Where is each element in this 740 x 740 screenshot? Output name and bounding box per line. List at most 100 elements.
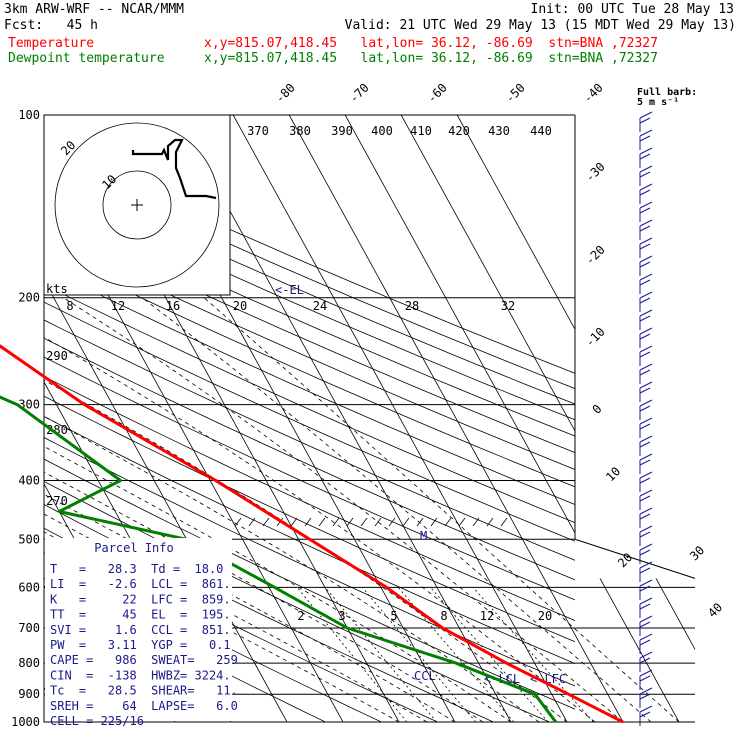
dry-adiabat-line bbox=[44, 202, 575, 437]
dry-adiabat-line bbox=[44, 157, 575, 389]
wind-barb bbox=[639, 405, 651, 412]
wind-barb bbox=[639, 651, 653, 659]
dry-adiabat-line bbox=[44, 250, 575, 488]
wind-barb bbox=[639, 477, 651, 484]
dry-adiabat-line bbox=[44, 267, 575, 505]
wind-barb bbox=[639, 531, 651, 538]
parcel-info-row: CIN = -138 HWBZ= 3224. bbox=[50, 668, 231, 682]
wind-barb bbox=[639, 633, 653, 641]
el-annotation: <-EL bbox=[275, 283, 304, 297]
mixing-ratio-label: 3 bbox=[338, 609, 345, 623]
parcel-info-title: Parcel Info bbox=[94, 541, 173, 555]
level-tick bbox=[486, 517, 494, 527]
dry-adiabat-line bbox=[44, 577, 327, 722]
lcl-annotation: <-LCL bbox=[484, 672, 520, 686]
parcel-info-background bbox=[45, 538, 232, 721]
temperature-profile bbox=[0, 344, 624, 724]
level-tick bbox=[248, 517, 256, 527]
wind-barb bbox=[639, 189, 651, 196]
level-tick bbox=[262, 517, 270, 527]
profiles bbox=[0, 344, 624, 724]
wind-barb bbox=[639, 117, 651, 124]
temperature-axis-label: -40 bbox=[581, 81, 606, 106]
theta-e-label: 400 bbox=[371, 124, 393, 138]
plot-frame bbox=[43, 115, 695, 723]
wind-barb bbox=[639, 399, 653, 407]
ccl-annotation: CCL bbox=[414, 669, 436, 683]
mixing-ratio-line bbox=[397, 587, 515, 722]
wind-barb bbox=[639, 279, 651, 286]
level-tick bbox=[458, 517, 466, 527]
hodograph-trace bbox=[131, 138, 217, 200]
mixing-ratio-line bbox=[361, 587, 477, 722]
isotherm-line bbox=[456, 115, 695, 722]
theta-e-label: 410 bbox=[410, 124, 432, 138]
pressure-label: 400 bbox=[18, 473, 40, 487]
theta-e-label: 390 bbox=[331, 124, 353, 138]
pressure-label: 100 bbox=[18, 108, 40, 122]
wind-barb bbox=[639, 135, 651, 142]
isotherm-line bbox=[400, 115, 695, 722]
wind-barb bbox=[639, 615, 653, 623]
pressure-label: 1000 bbox=[11, 715, 40, 729]
wind-barb bbox=[639, 435, 653, 443]
mixing-ratio-label: 12 bbox=[480, 609, 494, 623]
wind-barb bbox=[639, 255, 653, 263]
temperature-axis-label: 10 bbox=[603, 464, 623, 484]
wind-barb bbox=[639, 495, 651, 502]
lfc-annotation: <-LFC bbox=[530, 672, 566, 686]
dry-adiabat-line bbox=[44, 187, 575, 421]
level-tick bbox=[318, 517, 326, 527]
m-annotation: M bbox=[420, 529, 427, 543]
isotherm-line bbox=[44, 115, 295, 722]
hodograph-ring bbox=[54, 122, 220, 288]
wind-barb bbox=[639, 711, 651, 718]
valid-time: Valid: 21 UTC Wed 29 May 13 (15 MDT Wed … bbox=[344, 18, 736, 33]
wind-barb bbox=[639, 129, 653, 137]
level-tick bbox=[234, 517, 242, 527]
dry-adiabat-line bbox=[44, 218, 575, 453]
level-tick bbox=[360, 517, 368, 527]
wind-barb bbox=[639, 147, 653, 155]
hodograph-speed-label: 16 bbox=[166, 299, 180, 313]
wind-barb bbox=[639, 291, 653, 299]
wind-barb bbox=[639, 273, 653, 281]
dewpoint-legend-info: x,y=815.07,418.45 lat,lon= 36.12, -86.69… bbox=[204, 51, 658, 66]
temperature-axis-label: -20 bbox=[583, 243, 608, 268]
wind-barb bbox=[639, 675, 651, 682]
theta-e-label: 370 bbox=[247, 124, 269, 138]
hodograph-speed-label: 8 bbox=[66, 299, 73, 313]
theta-e-label: 430 bbox=[488, 124, 510, 138]
wind-barb bbox=[639, 153, 651, 160]
wind-barb bbox=[639, 669, 653, 677]
parcel-info-row: PW = 3.11 YGP = 0.1 bbox=[50, 638, 231, 652]
temperature-legend: Temperature bbox=[8, 36, 95, 51]
pressure-label: 900 bbox=[18, 687, 40, 701]
wind-barb bbox=[639, 243, 651, 250]
moist-adiabat-line bbox=[141, 297, 652, 722]
wind-barb bbox=[639, 597, 653, 605]
pressure-label: 800 bbox=[18, 656, 40, 670]
dry-adiabat-line bbox=[44, 284, 575, 524]
wind-barb bbox=[639, 657, 651, 664]
hodograph-ring bbox=[102, 170, 172, 240]
wind-barb bbox=[639, 687, 653, 695]
wind-barb bbox=[639, 207, 651, 214]
parcel-info-row: TT = 45 EL = 195. bbox=[50, 608, 231, 622]
isotherm-line bbox=[176, 115, 519, 722]
parcel-info-row: CAPE = 986 SWEAT= 259 bbox=[50, 653, 238, 667]
wind-barb bbox=[639, 309, 653, 317]
dry-adiabat-line bbox=[44, 319, 575, 561]
parcel-info-row: T = 28.3 Td = 18.0 bbox=[50, 562, 223, 576]
dry-adiabat-line bbox=[44, 143, 575, 374]
wind-barb bbox=[639, 471, 653, 479]
wind-barb bbox=[639, 345, 653, 353]
dewpoint-profile bbox=[0, 395, 557, 723]
wind-barb bbox=[639, 327, 653, 335]
level-tick bbox=[472, 517, 480, 527]
wind-barb bbox=[639, 621, 651, 628]
wind-barb bbox=[639, 261, 651, 268]
wind-barb bbox=[639, 363, 653, 371]
moist-adiabat-line bbox=[44, 297, 540, 722]
wind-barb bbox=[639, 507, 653, 515]
